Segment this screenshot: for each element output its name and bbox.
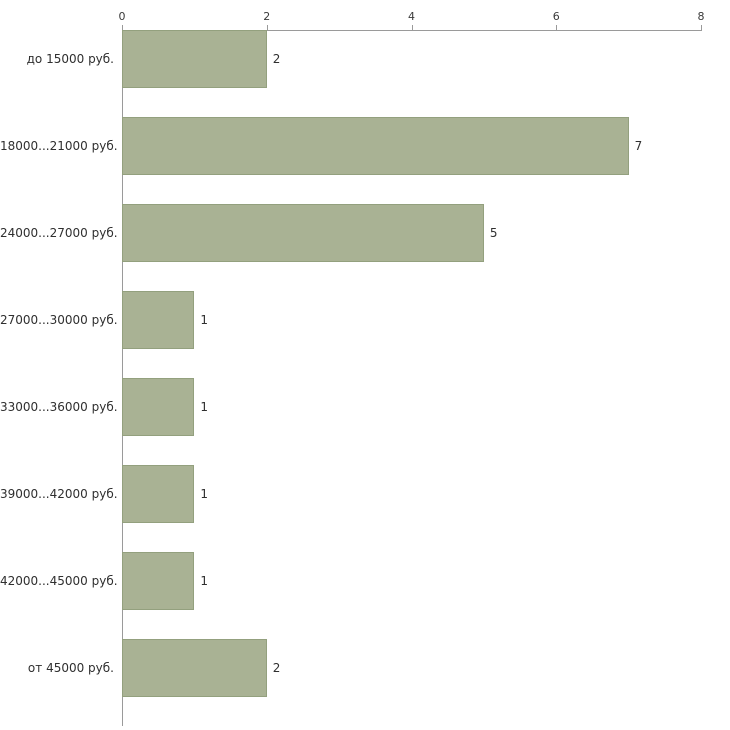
category-label: 33000...36000 руб. <box>0 400 118 414</box>
chart-row: до 15000 руб. 2 <box>0 30 730 117</box>
bar <box>122 465 195 523</box>
bar-track: 5 <box>122 204 701 262</box>
bar <box>122 552 195 610</box>
bar <box>122 378 195 436</box>
value-label: 1 <box>200 400 209 414</box>
value-label: 2 <box>272 52 281 66</box>
category-label: 39000...42000 руб. <box>0 487 118 501</box>
x-axis-tick-label: 0 <box>118 10 126 23</box>
value-label: 1 <box>200 313 209 327</box>
chart-row: 42000...45000 руб. 1 <box>0 552 730 639</box>
bar-track: 1 <box>122 465 701 523</box>
value-label: 7 <box>634 139 643 153</box>
bar <box>122 117 629 175</box>
x-axis-tick <box>411 25 413 31</box>
bar-track: 1 <box>122 291 701 349</box>
chart-rows: до 15000 руб. 2 18000...21000 руб. 7 24000..… <box>0 30 730 726</box>
bar <box>122 639 267 697</box>
value-label: 2 <box>272 661 281 675</box>
chart-row: 24000...27000 руб. 5 <box>0 204 730 291</box>
x-axis-tick <box>266 25 268 31</box>
bar-track: 2 <box>122 30 701 88</box>
bar-track: 2 <box>122 639 701 697</box>
chart-row: 39000...42000 руб. 1 <box>0 465 730 552</box>
x-axis-tick-label: 4 <box>408 10 415 23</box>
category-label: до 15000 руб. <box>26 52 114 66</box>
bar <box>122 30 267 88</box>
category-label: 27000...30000 руб. <box>0 313 118 327</box>
x-axis-tick <box>556 25 558 31</box>
chart-row: от 45000 руб. 2 <box>0 639 730 726</box>
category-label: от 45000 руб. <box>27 661 114 675</box>
value-label: 1 <box>200 487 209 501</box>
x-axis-tick-label: 2 <box>263 10 271 23</box>
x-axis-tick-label: 8 <box>697 10 705 23</box>
bar-track: 7 <box>122 117 701 175</box>
chart-row: 33000...36000 руб. 1 <box>0 378 730 465</box>
bar-track: 1 <box>122 378 701 436</box>
category-label: 42000...45000 руб. <box>0 574 118 588</box>
value-label: 1 <box>200 574 209 588</box>
category-label: 18000...21000 руб. <box>0 139 118 153</box>
value-label: 5 <box>489 226 498 240</box>
chart-row: 18000...21000 руб. 7 <box>0 117 730 204</box>
category-label: 24000...27000 руб. <box>0 226 118 240</box>
x-axis-tick <box>122 25 123 31</box>
bar <box>122 204 484 262</box>
chart-row: 27000...30000 руб. 1 <box>0 291 730 378</box>
bar-track: 1 <box>122 552 701 610</box>
bar <box>122 291 195 349</box>
x-axis-tick-label: 6 <box>552 10 560 23</box>
x-axis-tick <box>701 25 702 31</box>
